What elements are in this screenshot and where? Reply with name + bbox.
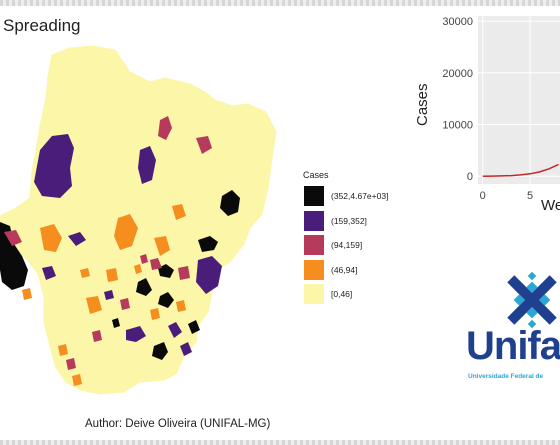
region bbox=[0, 222, 28, 290]
region bbox=[198, 236, 218, 252]
y-tick-label: 20000 bbox=[442, 68, 473, 80]
region bbox=[158, 116, 172, 140]
region-group-low bbox=[22, 204, 186, 386]
region bbox=[80, 268, 90, 278]
region bbox=[152, 342, 168, 360]
x-tick-label: 5 bbox=[527, 190, 533, 202]
region bbox=[106, 268, 118, 282]
region bbox=[40, 224, 62, 252]
region bbox=[178, 266, 190, 280]
legend-item: (352,4.67e+03] bbox=[303, 184, 388, 208]
region bbox=[140, 254, 148, 264]
legend-swatch bbox=[303, 209, 325, 232]
region bbox=[66, 358, 76, 370]
y-axis-label: Cases bbox=[414, 83, 431, 126]
y-tick-label: 10000 bbox=[442, 120, 473, 132]
legend-label: (352,4.67e+03] bbox=[331, 191, 389, 201]
region bbox=[196, 256, 222, 294]
map-title: Spreading bbox=[3, 16, 81, 35]
region-group-mid bbox=[4, 116, 212, 370]
y-tick-label: 0 bbox=[467, 171, 473, 183]
region bbox=[172, 204, 186, 220]
y-axis-ticks: 30000 20000 10000 0 bbox=[442, 16, 473, 183]
region bbox=[150, 308, 160, 320]
legend-item: [0,46] bbox=[303, 282, 388, 306]
region bbox=[4, 230, 22, 246]
legend-item: (159,352] bbox=[303, 209, 388, 233]
region bbox=[34, 134, 74, 198]
municipality-map bbox=[0, 45, 277, 395]
region bbox=[104, 290, 114, 300]
region bbox=[220, 190, 240, 216]
map-legend: Cases (352,4.67e+03] (159,352] (94,159] … bbox=[303, 170, 388, 307]
legend-title: Cases bbox=[303, 170, 329, 180]
region bbox=[120, 298, 130, 310]
region bbox=[114, 214, 138, 250]
region bbox=[168, 322, 182, 338]
region-group-highest bbox=[0, 190, 240, 360]
logo-wordmark: Unifal bbox=[466, 324, 560, 368]
region bbox=[126, 326, 146, 342]
legend-label: (94,159] bbox=[331, 240, 363, 250]
legend-swatch bbox=[303, 185, 325, 207]
y-tick-label: 30000 bbox=[442, 16, 473, 28]
region-group-high bbox=[34, 134, 222, 356]
region bbox=[86, 296, 102, 314]
state-outline bbox=[0, 45, 277, 395]
legend-item: (94,159] bbox=[303, 233, 388, 257]
region bbox=[154, 236, 170, 256]
region bbox=[158, 264, 174, 278]
region bbox=[138, 146, 156, 184]
chart-panel bbox=[478, 16, 560, 184]
region bbox=[58, 344, 68, 356]
region bbox=[180, 342, 192, 356]
x-tick-label: 0 bbox=[480, 190, 486, 202]
region bbox=[112, 318, 120, 328]
legend-swatch bbox=[303, 283, 325, 305]
region bbox=[196, 136, 212, 154]
region bbox=[22, 288, 32, 300]
legend-label: (46,94] bbox=[331, 264, 358, 275]
legend-swatch bbox=[303, 234, 325, 256]
legend-swatch bbox=[303, 258, 325, 281]
cases-line bbox=[482, 163, 559, 177]
region bbox=[176, 300, 186, 312]
region bbox=[150, 258, 162, 270]
region bbox=[42, 266, 56, 280]
legend-label: [0,46] bbox=[331, 289, 353, 299]
unifal-emblem-icon bbox=[507, 272, 557, 329]
region bbox=[72, 374, 82, 386]
legend-label: (159,352] bbox=[331, 215, 367, 226]
region bbox=[188, 320, 200, 334]
author-credit: Author: Deive Oliveira (UNIFAL-MG) bbox=[85, 418, 271, 430]
region bbox=[92, 330, 102, 342]
region bbox=[68, 232, 86, 246]
unifal-logo: Unifal Universidade Federal de bbox=[466, 272, 560, 390]
x-axis-label: We bbox=[541, 197, 560, 214]
legend-item: (46,94] bbox=[303, 258, 388, 282]
region bbox=[158, 292, 174, 308]
logo-subtitle: Universidade Federal de bbox=[468, 373, 544, 380]
region bbox=[134, 264, 142, 274]
region bbox=[136, 278, 152, 296]
